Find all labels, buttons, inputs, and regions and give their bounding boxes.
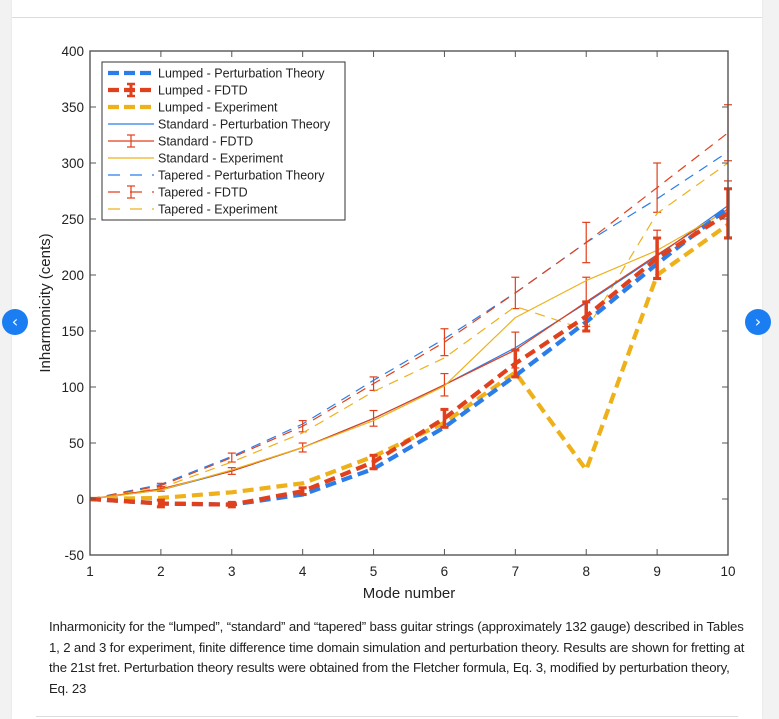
x-tick-label: 1 xyxy=(86,564,94,579)
figure-card: 1 2 3 4 5 6 7 8 9 10 -50 0 50 100 150 200 250 300 350 400 Mo… xyxy=(12,0,762,719)
previous-figure-button[interactable]: ‹ xyxy=(2,309,28,335)
y-tick-label: 0 xyxy=(76,492,84,507)
error-bar-lumped-fdtd xyxy=(511,348,520,379)
bottom-divider xyxy=(36,716,738,717)
x-axis-label: Mode number xyxy=(363,585,456,602)
y-tick-label: 350 xyxy=(61,100,84,115)
top-divider xyxy=(12,17,762,18)
next-figure-button[interactable]: › xyxy=(745,309,771,335)
error-bar-lumped-fdtd xyxy=(653,236,662,280)
figure-caption: Inharmonicity for the “lumped”, “standar… xyxy=(49,619,745,696)
error-bar-lumped-fdtd xyxy=(298,486,307,497)
y-tick-label: 300 xyxy=(61,156,84,171)
legend: Lumped - Perturbation Theory Lumped - FDT… xyxy=(101,61,346,221)
x-tick-label: 9 xyxy=(653,564,661,579)
legend-item: Lumped - Experiment xyxy=(108,101,278,115)
y-tick-label: 200 xyxy=(61,268,84,283)
legend-label: Tapered - FDTD xyxy=(158,186,248,200)
x-tick-label: 7 xyxy=(512,564,520,579)
x-tick-label: 8 xyxy=(582,564,590,579)
y-tick-label: 400 xyxy=(61,44,84,59)
error-bar-lumped-fdtd xyxy=(156,498,165,509)
legend-item: Lumped - FDTD xyxy=(108,82,248,98)
x-tick-label: 2 xyxy=(157,564,165,579)
y-tick-label: 50 xyxy=(69,436,84,451)
error-bar-standard-fdtd xyxy=(440,372,449,397)
legend-item: Standard - Perturbation Theory xyxy=(108,118,331,132)
series-line-tapered-fdtd xyxy=(89,132,729,500)
legend-label: Standard - Perturbation Theory xyxy=(158,118,331,132)
y-tick-label: 150 xyxy=(61,324,84,339)
x-tick-label: 4 xyxy=(299,564,307,579)
y-tick-label: -50 xyxy=(64,548,84,563)
legend-item: Standard - Experiment xyxy=(108,152,284,166)
legend-item: Tapered - FDTD xyxy=(108,185,248,200)
error-bar-lumped-fdtd xyxy=(369,453,378,471)
series-line-lumped-fdtd xyxy=(89,211,730,507)
legend-label: Tapered - Perturbation Theory xyxy=(158,169,325,183)
legend-item: Standard - FDTD xyxy=(108,134,253,149)
legend-item: Tapered - Perturbation Theory xyxy=(108,169,325,183)
legend-label: Lumped - FDTD xyxy=(158,84,248,98)
error-bar-lumped-fdtd xyxy=(440,407,449,429)
legend-label: Standard - FDTD xyxy=(158,135,253,149)
series-line-lumped-perturbation-theory xyxy=(89,206,730,507)
x-tick-label: 6 xyxy=(441,564,449,579)
series-line-standard-fdtd xyxy=(89,208,729,500)
chevron-right-icon: › xyxy=(754,312,762,331)
x-tick-label: 10 xyxy=(720,564,735,579)
legend-label: Tapered - Experiment xyxy=(158,203,278,217)
y-tick-label: 250 xyxy=(61,212,84,227)
x-tick-label: 3 xyxy=(228,564,236,579)
legend-item: Tapered - Experiment xyxy=(108,203,278,217)
legend-label: Standard - Experiment xyxy=(158,152,284,166)
series-line-standard-experiment xyxy=(89,209,729,500)
axes: 1 2 3 4 5 6 7 8 9 10 -50 0 50 100 150 200 250 300 350 400 Mo… xyxy=(37,44,736,602)
series-line-tapered-experiment xyxy=(89,162,729,500)
error-bar-tapered-fdtd xyxy=(653,162,662,213)
error-bar-tapered-fdtd xyxy=(440,328,449,357)
y-axis-label: Inharmonicity (cents) xyxy=(37,233,54,372)
plot-series-group xyxy=(89,104,732,509)
series-line-lumped-experiment xyxy=(89,222,730,502)
error-bar-standard-fdtd xyxy=(227,467,236,475)
series-line-tapered-perturbation-theory xyxy=(89,151,729,500)
chart: 1 2 3 4 5 6 7 8 9 10 -50 0 50 100 150 200 250 300 350 400 Mo… xyxy=(37,44,736,602)
error-bar-lumped-fdtd xyxy=(227,500,236,509)
error-bar-standard-fdtd xyxy=(369,409,378,427)
plot-frame xyxy=(89,50,729,556)
x-tick-label: 5 xyxy=(370,564,378,579)
chevron-left-icon: ‹ xyxy=(11,312,19,331)
legend-label: Lumped - Experiment xyxy=(158,101,278,115)
error-bar-tapered-fdtd xyxy=(511,276,520,310)
series-line-standard-perturbation-theory xyxy=(89,205,729,500)
error-bar-tapered-fdtd xyxy=(582,221,591,264)
y-tick-label: 100 xyxy=(61,380,84,395)
error-bar-tapered-fdtd xyxy=(227,452,236,463)
legend-label: Lumped - Perturbation Theory xyxy=(158,67,325,81)
error-bar-lumped-fdtd xyxy=(582,300,591,333)
legend-item: Lumped - Perturbation Theory xyxy=(108,67,325,81)
